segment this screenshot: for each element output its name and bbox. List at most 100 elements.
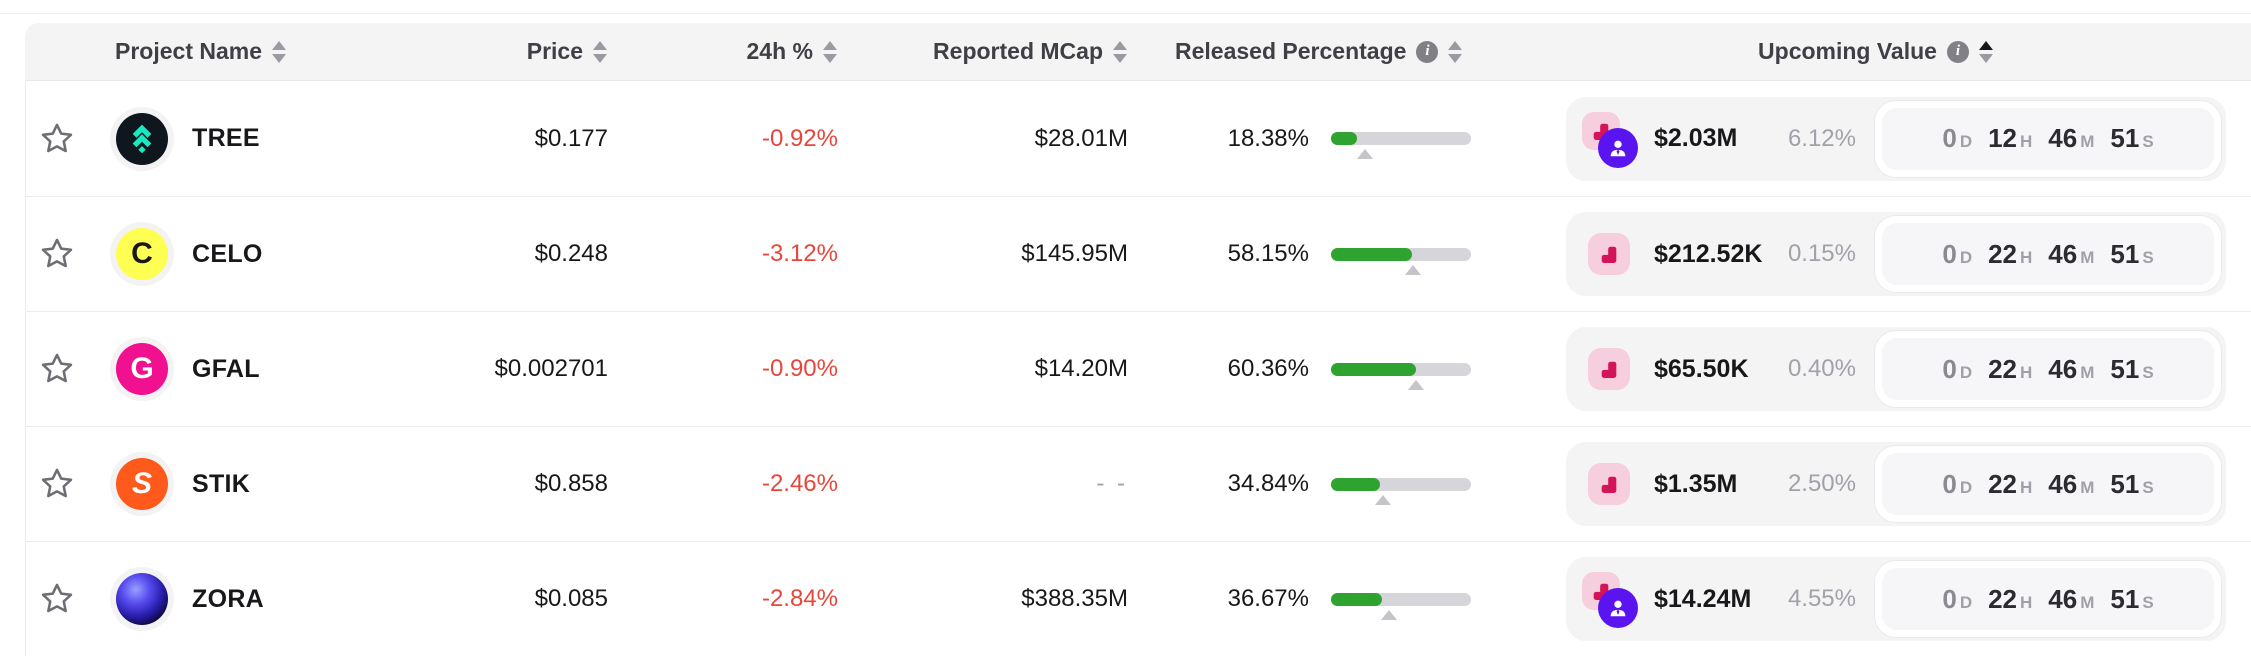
- table-header-row: Project Name Price 24h % Reported MCap R…: [25, 23, 2251, 81]
- upcoming-value-box: $2.03M 6.12% 0 D 12 H 46 M 51 S: [1566, 96, 2226, 181]
- price-cell: $0.085: [534, 585, 608, 612]
- header-released-percentage[interactable]: Released Percentage i: [1155, 38, 1500, 65]
- released-progress-fill: [1331, 592, 1383, 606]
- sort-icon[interactable]: [1978, 40, 1993, 63]
- token-logo: C: [116, 228, 168, 280]
- released-progress-bar: [1331, 132, 1471, 159]
- header-project-name[interactable]: Project Name: [95, 38, 455, 65]
- tree-chevrons-glyph: [132, 124, 152, 153]
- upcoming-value-cell: $65.50K 0.40% 0 D 22 H 46 M 51 S: [1501, 327, 2251, 411]
- sort-icon[interactable]: [823, 40, 837, 63]
- sort-icon[interactable]: [1113, 40, 1127, 63]
- countdown-display: 0 D 22 H 46 M 51 S: [1882, 338, 2214, 400]
- star-icon: [41, 238, 73, 268]
- sort-icon[interactable]: [1448, 40, 1463, 63]
- token-name: STIK: [192, 469, 251, 498]
- countdown-segment: 46 M: [2048, 353, 2095, 384]
- upcoming-value-amount: $65.50K: [1654, 354, 1749, 383]
- released-percentage-cell: 34.84%: [1156, 470, 1501, 505]
- countdown-segment: 51 S: [2110, 238, 2154, 269]
- upcoming-value-amount: $212.52K: [1654, 239, 1763, 268]
- project-cell[interactable]: G GFAL: [96, 343, 456, 395]
- star-icon: [41, 123, 73, 152]
- header-price[interactable]: Price: [455, 38, 635, 65]
- reported-mcap-cell: $28.01M: [1034, 124, 1128, 152]
- price-cell: $0.248: [534, 240, 608, 267]
- upcoming-value-percent: 0.40%: [1787, 355, 1856, 382]
- released-percentage-cell: 36.67%: [1156, 585, 1501, 620]
- sort-icon[interactable]: [272, 40, 287, 63]
- upcoming-value-box: $65.50K 0.40% 0 D 22 H 46 M 51 S: [1566, 327, 2226, 411]
- favorite-star-button[interactable]: [38, 580, 76, 618]
- token-name: TREE: [192, 124, 260, 152]
- upcoming-value-percent: 0.15%: [1787, 240, 1856, 267]
- countdown-segment: 12 H: [1988, 123, 2033, 153]
- project-cell[interactable]: C CELO: [96, 228, 456, 280]
- favorite-star-button[interactable]: [38, 235, 76, 273]
- token-logo-letter: S: [131, 467, 152, 500]
- countdown-segment: 46 M: [2048, 123, 2095, 153]
- sort-icon[interactable]: [593, 40, 607, 63]
- favorite-star-button[interactable]: [38, 465, 76, 503]
- project-cell[interactable]: S STIK: [96, 458, 456, 510]
- token-unlock-table: Project Name Price 24h % Reported MCap R…: [25, 23, 2251, 656]
- change-24h-cell: -2.84%: [761, 585, 838, 612]
- released-percentage-cell: 18.38%: [1156, 125, 1501, 159]
- countdown-display: 0 D 12 H 46 M 51 S: [1882, 107, 2214, 170]
- upcoming-value-amount: $1.35M: [1654, 469, 1738, 498]
- star-icon: [41, 468, 73, 498]
- star-icon: [41, 583, 73, 613]
- countdown-segment: 51 S: [2110, 468, 2154, 499]
- project-cell[interactable]: ZORA: [96, 573, 456, 625]
- favorite-cell: [26, 350, 96, 388]
- unlock-countdown: 0 D 22 H 46 M 51 S: [1874, 560, 2222, 638]
- favorite-star-button[interactable]: [38, 350, 76, 388]
- price-cell: $0.177: [534, 124, 608, 152]
- header-price-label: Price: [526, 38, 583, 64]
- token-name: CELO: [192, 239, 263, 268]
- header-reported-mcap[interactable]: Reported MCap: [865, 38, 1155, 65]
- table-row[interactable]: S STIK $0.858 -2.46% - - 34.84%: [26, 426, 2251, 541]
- released-progress-fill: [1331, 362, 1416, 376]
- upcoming-value-box: $212.52K 0.15% 0 D 22 H 46 M 51 S: [1566, 212, 2226, 296]
- released-progress-bar: [1331, 362, 1471, 390]
- upcoming-value-box: $1.35M 2.50% 0 D 22 H 46 M 51 S: [1566, 442, 2226, 526]
- header-upcoming-value[interactable]: Upcoming Value i: [1500, 38, 2251, 65]
- reported-mcap-cell: $14.20M: [1034, 355, 1128, 382]
- released-progress-fill: [1331, 247, 1413, 261]
- cliff-unlock-icon: [1588, 233, 1630, 275]
- upcoming-marker-triangle: [1357, 149, 1374, 159]
- change-24h-cell: -0.92%: [761, 124, 838, 152]
- project-cell[interactable]: TREE: [96, 112, 456, 165]
- unlock-type-badges: [1580, 225, 1638, 283]
- table-row[interactable]: TREE $0.177 -0.92% $28.01M 18.38%: [26, 81, 2251, 196]
- info-icon[interactable]: i: [1416, 40, 1439, 63]
- token-logo-letter: C: [131, 237, 153, 270]
- unlock-countdown: 0 D 12 H 46 M 51 S: [1874, 99, 2222, 178]
- info-icon[interactable]: i: [1946, 40, 1969, 63]
- token-logo-letter: G: [130, 352, 154, 385]
- countdown-display: 0 D 22 H 46 M 51 S: [1882, 568, 2214, 630]
- countdown-display: 0 D 22 H 46 M 51 S: [1882, 453, 2214, 515]
- table-row[interactable]: C CELO $0.248 -3.12% $145.95M 58.15%: [26, 196, 2251, 311]
- header-project-name-label: Project Name: [115, 38, 263, 64]
- table-row[interactable]: ZORA $0.085 -2.84% $388.35M 36.67%: [26, 541, 2251, 656]
- upcoming-value-amount: $14.24M: [1654, 584, 1752, 613]
- table-row[interactable]: G GFAL $0.002701 -0.90% $14.20M 60.36%: [26, 311, 2251, 426]
- unlock-type-badges: [1580, 340, 1638, 398]
- upcoming-value-cell: $212.52K 0.15% 0 D 22 H 46 M 51 S: [1501, 212, 2251, 296]
- unlock-countdown: 0 D 22 H 46 M 51 S: [1874, 445, 2222, 523]
- unlock-countdown: 0 D 22 H 46 M 51 S: [1874, 330, 2222, 408]
- countdown-segment: 22 H: [1988, 353, 2033, 384]
- header-24h-change[interactable]: 24h %: [635, 38, 865, 65]
- reported-mcap-cell: - -: [1096, 470, 1128, 497]
- upcoming-marker-triangle: [1380, 609, 1397, 620]
- header-released-percentage-label: Released Percentage: [1175, 38, 1407, 64]
- favorite-star-button[interactable]: [38, 120, 76, 158]
- token-logo: G: [116, 343, 168, 395]
- token-logo: [116, 112, 168, 165]
- star-icon: [41, 353, 73, 383]
- released-progress-bar: [1331, 592, 1471, 620]
- cliff-unlock-icon: [1588, 463, 1630, 505]
